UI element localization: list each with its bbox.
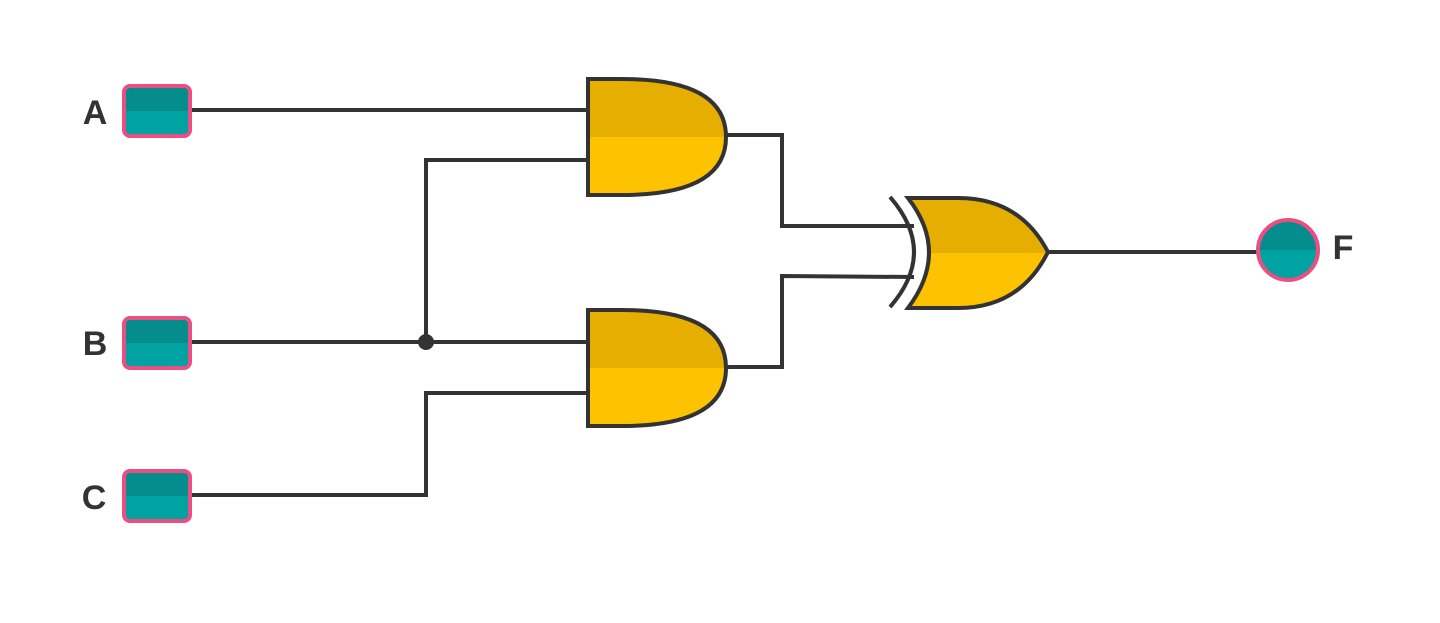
wire-c-to-and2 bbox=[190, 391, 588, 497]
input-label-c: C bbox=[82, 479, 107, 517]
wire-b-branch-to-and1 bbox=[424, 158, 588, 342]
output-label-f: F bbox=[1333, 229, 1354, 267]
and-gate-1 bbox=[586, 77, 729, 197]
and-gate-2 bbox=[586, 308, 729, 428]
wire-and2-to-xor bbox=[726, 273, 915, 369]
wire-and1-to-xor bbox=[726, 133, 914, 228]
xor-gate bbox=[888, 195, 1051, 310]
input-terminal-b: B bbox=[83, 316, 192, 370]
wires bbox=[190, 108, 1258, 497]
junction-dot bbox=[418, 334, 434, 350]
input-label-a: A bbox=[83, 94, 108, 132]
input-terminal-a: A bbox=[83, 84, 192, 138]
input-label-b: B bbox=[83, 325, 108, 363]
input-terminal-c: C bbox=[82, 469, 192, 523]
output-terminal-f: F bbox=[1256, 218, 1354, 282]
